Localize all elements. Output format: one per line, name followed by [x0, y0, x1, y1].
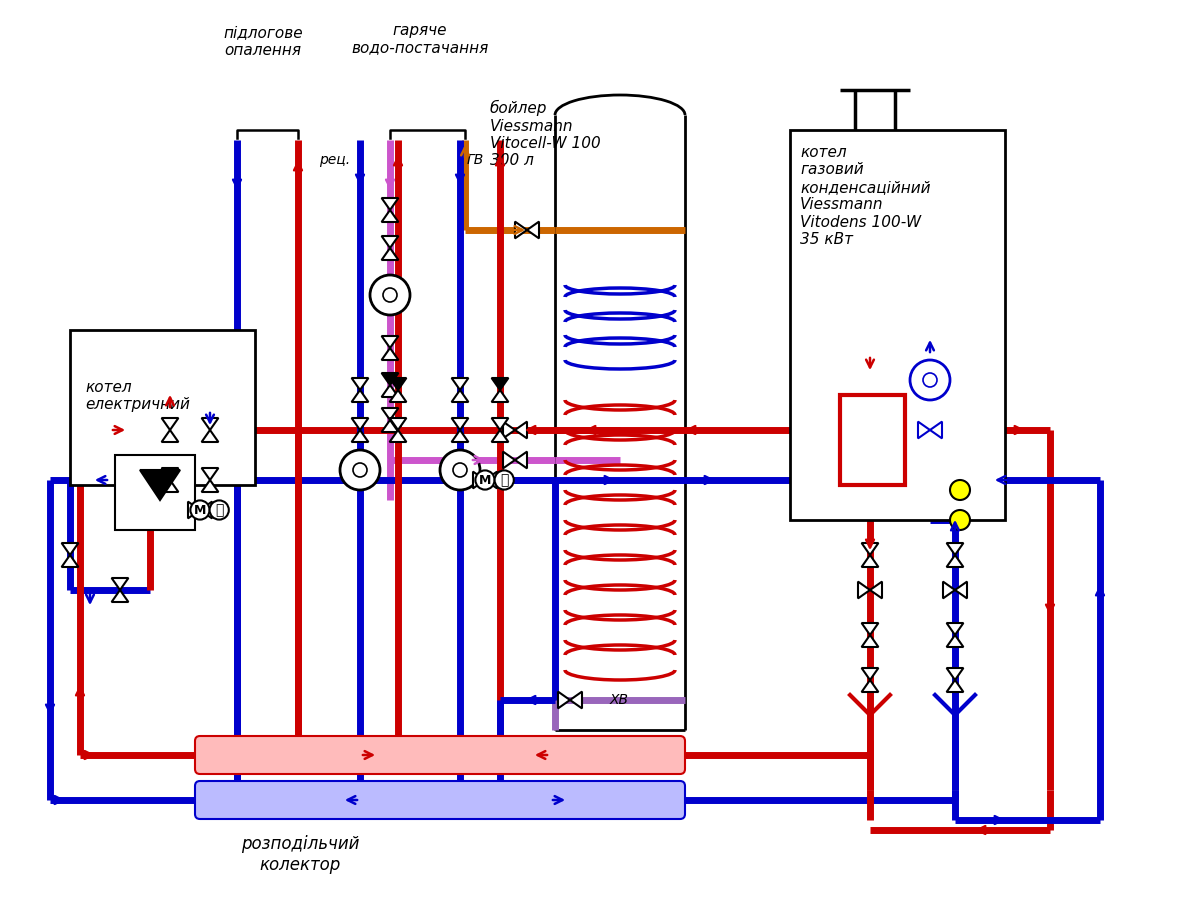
Polygon shape: [947, 668, 964, 680]
Bar: [115, 455, 194, 530]
Polygon shape: [352, 390, 368, 402]
Polygon shape: [390, 430, 407, 442]
Polygon shape: [202, 480, 218, 492]
Polygon shape: [202, 430, 218, 442]
Polygon shape: [947, 635, 964, 647]
Polygon shape: [862, 668, 878, 680]
Circle shape: [370, 275, 410, 315]
Polygon shape: [947, 555, 964, 567]
Polygon shape: [382, 408, 398, 420]
Polygon shape: [382, 348, 398, 360]
Circle shape: [191, 501, 210, 519]
Polygon shape: [503, 451, 515, 469]
Polygon shape: [352, 430, 368, 442]
Polygon shape: [870, 582, 882, 598]
Polygon shape: [947, 543, 964, 555]
Text: Ⓜ: Ⓜ: [500, 473, 509, 487]
Polygon shape: [162, 468, 179, 480]
Polygon shape: [947, 623, 964, 635]
Polygon shape: [492, 430, 509, 442]
Polygon shape: [382, 210, 398, 222]
Polygon shape: [61, 555, 78, 567]
Polygon shape: [473, 471, 485, 488]
Bar: [790, 130, 1006, 520]
Polygon shape: [61, 543, 78, 555]
Polygon shape: [202, 418, 218, 430]
Polygon shape: [382, 236, 398, 248]
Polygon shape: [352, 418, 368, 430]
Polygon shape: [112, 578, 128, 590]
Circle shape: [494, 471, 514, 490]
Text: M: M: [194, 504, 206, 516]
Text: підлогове
опалення: підлогове опалення: [223, 26, 302, 58]
Polygon shape: [558, 692, 570, 709]
Polygon shape: [200, 502, 212, 518]
Polygon shape: [862, 680, 878, 692]
Polygon shape: [527, 221, 539, 238]
Polygon shape: [503, 422, 515, 438]
FancyBboxPatch shape: [194, 781, 685, 819]
Polygon shape: [112, 590, 128, 602]
Polygon shape: [451, 378, 468, 390]
Polygon shape: [515, 221, 527, 238]
Polygon shape: [390, 378, 407, 390]
Polygon shape: [162, 430, 179, 442]
Polygon shape: [162, 480, 179, 492]
Bar: [840, 395, 905, 485]
Polygon shape: [451, 430, 468, 442]
Circle shape: [475, 471, 494, 490]
Polygon shape: [930, 422, 942, 438]
Polygon shape: [943, 582, 955, 598]
Circle shape: [340, 450, 380, 490]
Text: ГВ: ГВ: [467, 153, 485, 167]
Polygon shape: [382, 198, 398, 210]
Polygon shape: [382, 385, 398, 397]
Polygon shape: [382, 248, 398, 260]
Text: рец.: рец.: [319, 153, 350, 167]
Polygon shape: [862, 623, 878, 635]
Polygon shape: [451, 390, 468, 402]
Polygon shape: [858, 582, 870, 598]
Polygon shape: [862, 555, 878, 567]
Text: котел
газовий
конденсаційний
Viessmann
Vitodens 100-W
35 кВт: котел газовий конденсаційний Viessmann V…: [800, 145, 930, 247]
Polygon shape: [382, 373, 398, 385]
Polygon shape: [918, 422, 930, 438]
Polygon shape: [492, 418, 509, 430]
Polygon shape: [947, 680, 964, 692]
Polygon shape: [188, 502, 200, 518]
Polygon shape: [955, 582, 967, 598]
Polygon shape: [485, 471, 497, 488]
Polygon shape: [862, 543, 878, 555]
Text: розподільчий
колектор: розподільчий колектор: [241, 835, 359, 874]
FancyBboxPatch shape: [194, 736, 685, 774]
Circle shape: [210, 501, 229, 519]
Polygon shape: [570, 692, 582, 709]
Circle shape: [950, 480, 970, 500]
Bar: [70, 330, 256, 485]
Circle shape: [910, 360, 950, 400]
Text: котел
електричний: котел електричний: [85, 380, 190, 413]
Polygon shape: [140, 470, 180, 500]
Polygon shape: [492, 390, 509, 402]
Polygon shape: [162, 418, 179, 430]
Text: бойлер
Viessmann
Vitocell-W 100
300 л: бойлер Viessmann Vitocell-W 100 300 л: [490, 100, 601, 168]
Polygon shape: [202, 468, 218, 480]
Circle shape: [440, 450, 480, 490]
Polygon shape: [390, 390, 407, 402]
Polygon shape: [515, 422, 527, 438]
Polygon shape: [352, 378, 368, 390]
Polygon shape: [862, 635, 878, 647]
Text: M: M: [479, 473, 491, 486]
Polygon shape: [382, 420, 398, 432]
Text: Ⓜ: Ⓜ: [215, 503, 223, 517]
Circle shape: [950, 510, 970, 530]
Polygon shape: [515, 451, 527, 469]
Polygon shape: [382, 336, 398, 348]
Polygon shape: [492, 378, 509, 390]
Text: гаряче
водо-постачання: гаряче водо-постачання: [352, 23, 488, 55]
Polygon shape: [390, 418, 407, 430]
Polygon shape: [451, 418, 468, 430]
Text: ХВ: ХВ: [610, 693, 629, 707]
